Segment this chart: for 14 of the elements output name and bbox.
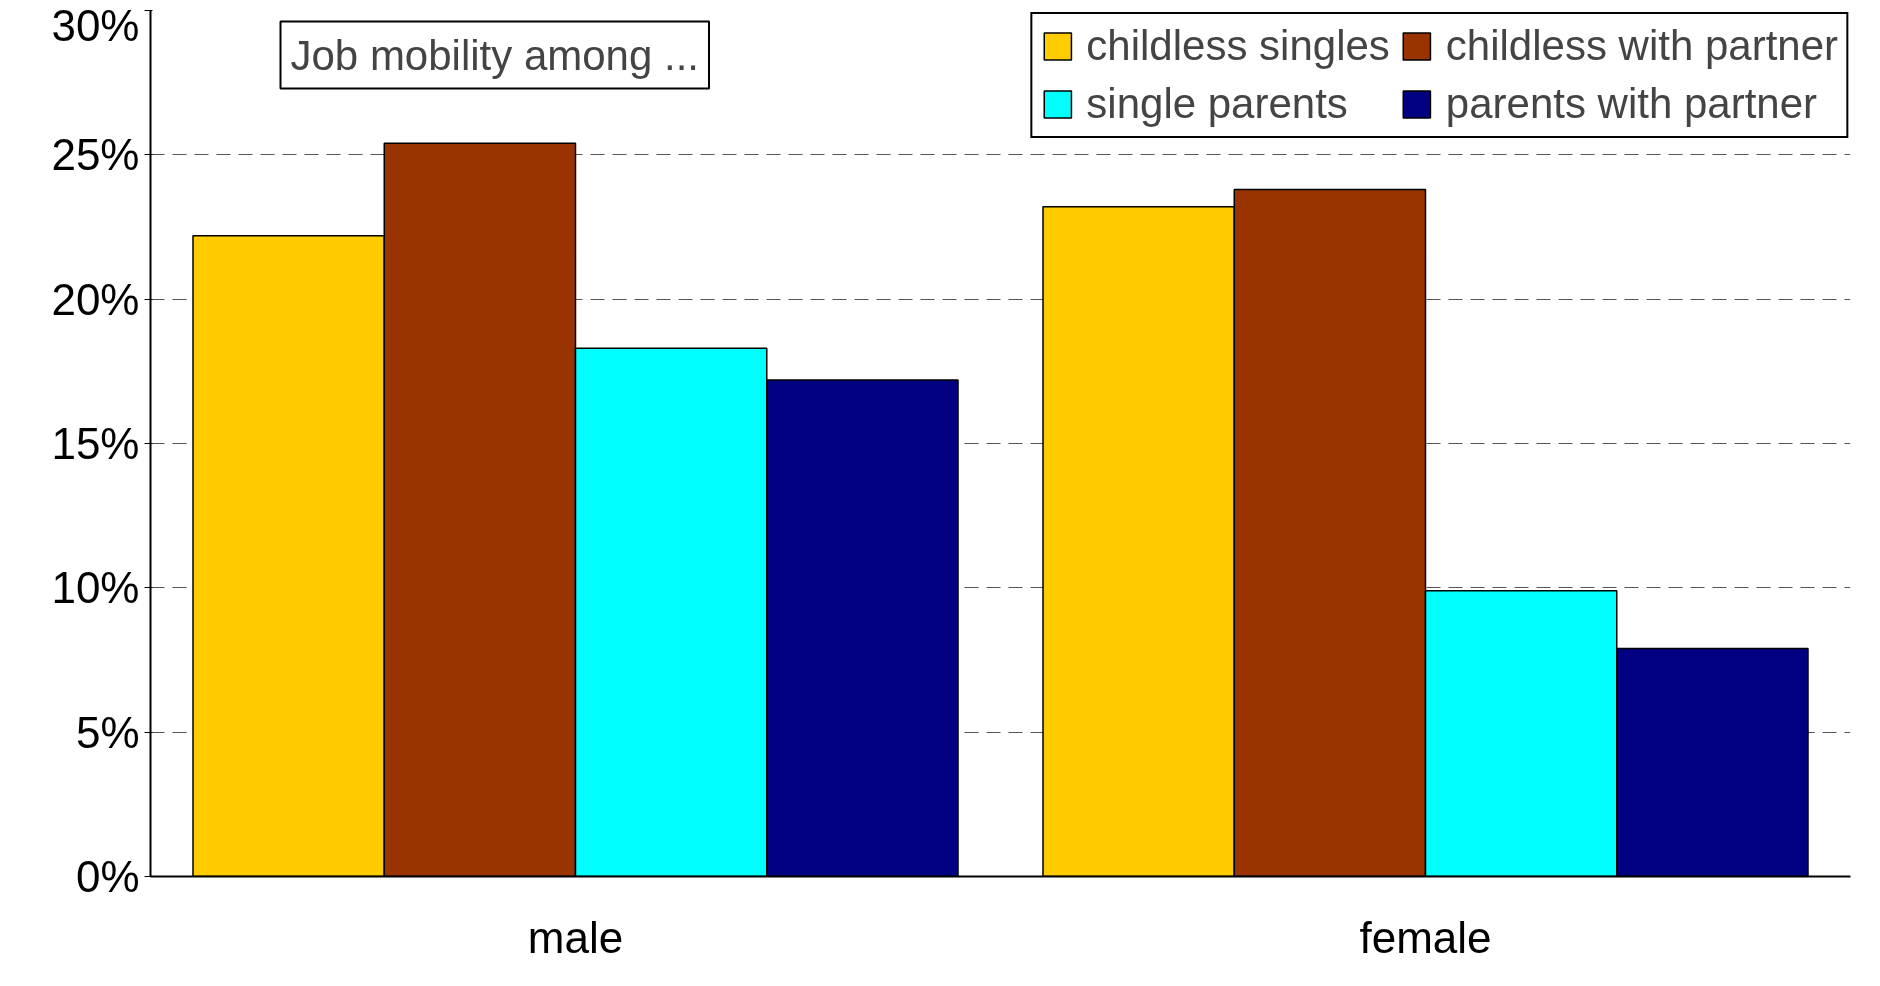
y-tick-label: 10%	[51, 563, 140, 613]
y-tick-label: 5%	[75, 707, 140, 757]
legend-label: childless with partner	[1445, 22, 1838, 70]
x-tick-label: male	[527, 912, 624, 962]
y-tick-label: 30%	[51, 0, 140, 50]
legend-label: single parents	[1086, 80, 1348, 128]
legend-label: parents with partner	[1445, 80, 1818, 128]
y-tick-label: 20%	[51, 274, 140, 324]
legend-label: childless singles	[1086, 22, 1390, 70]
legend-title: Job mobility among ...	[290, 31, 700, 79]
y-tick-label: 15%	[51, 419, 140, 468]
y-tick-label: 0%	[75, 852, 140, 901]
x-tick-label: female	[1359, 912, 1492, 962]
y-tick-label: 25%	[51, 130, 140, 180]
